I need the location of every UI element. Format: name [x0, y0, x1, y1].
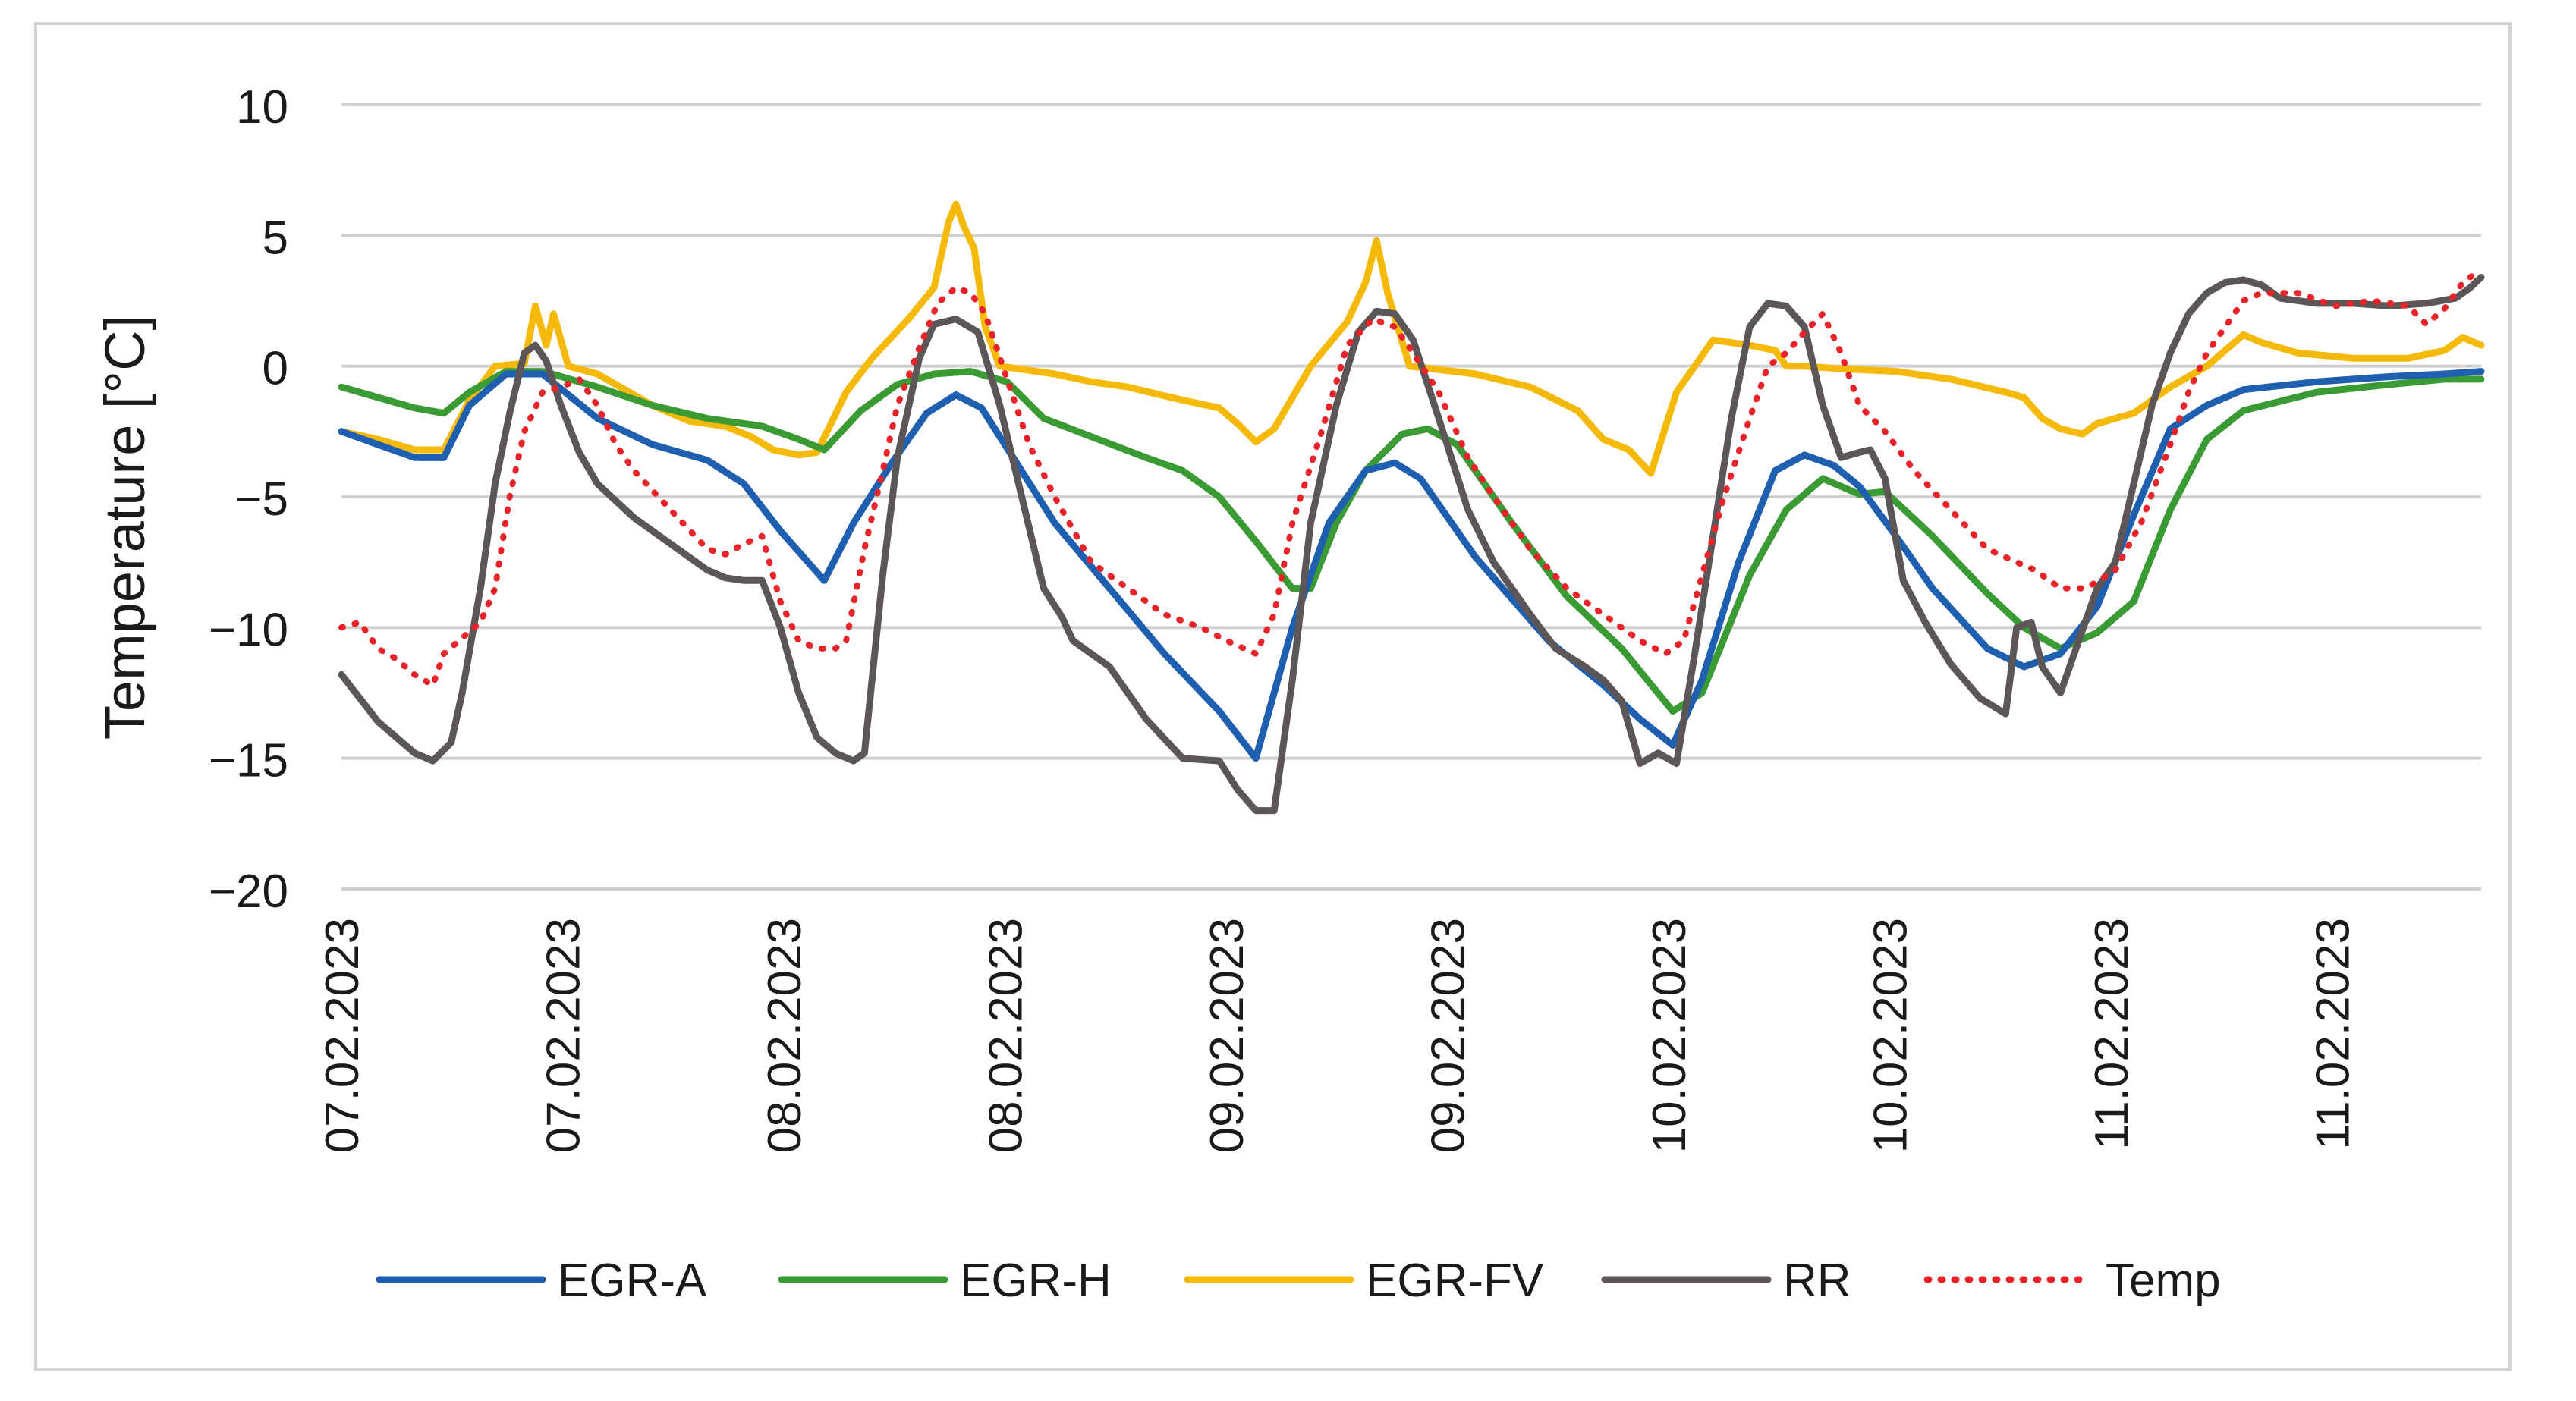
y-tick-label: −15 — [209, 735, 288, 787]
x-tick: 07.02.2023 — [316, 918, 369, 1153]
y-tick-label: 10 — [236, 81, 288, 134]
x-axis-ticks: 07.02.2023 07.02.2023 08.02.2023 08.02.2023… — [316, 918, 2360, 1153]
x-tick: 10.02.2023 — [1865, 918, 1917, 1153]
series-line-temp — [338, 266, 2484, 689]
x-tick-label: 11.02.2023 — [2086, 918, 2138, 1150]
x-tick-label: 08.02.2023 — [980, 918, 1033, 1153]
legend: EGR-A EGR-H EGR-FV RR Temp — [376, 1255, 2221, 1307]
y-tick-label: 0 — [263, 343, 288, 395]
x-tick-label: 07.02.2023 — [316, 918, 369, 1153]
gridlines — [341, 103, 2481, 891]
legend-label-rr: RR — [1783, 1255, 1851, 1307]
x-tick-label: 07.02.2023 — [538, 918, 590, 1153]
legend-label-egr-h: EGR-H — [960, 1255, 1112, 1307]
x-tick-label: 09.02.2023 — [1201, 918, 1253, 1153]
x-tick: 09.02.2023 — [1201, 918, 1253, 1153]
series-line-rr — [338, 274, 2485, 815]
x-tick: 09.02.2023 — [1423, 918, 1475, 1153]
y-axis-label: Temperature [°C] — [93, 315, 156, 740]
series-line-egr-a — [338, 368, 2485, 762]
y-axis-ticks: 10 5 0 −5 −10 −15 −20 — [209, 81, 288, 918]
x-tick: 11.02.2023 — [2307, 918, 2360, 1150]
x-tick-label: 10.02.2023 — [1643, 918, 1696, 1153]
x-tick-label: 10.02.2023 — [1865, 918, 1917, 1153]
y-tick-label: −5 — [234, 473, 288, 526]
x-tick: 08.02.2023 — [980, 918, 1033, 1153]
x-tick: 07.02.2023 — [538, 918, 590, 1153]
x-tick: 11.02.2023 — [2086, 918, 2138, 1150]
x-tick-label: 08.02.2023 — [759, 918, 811, 1153]
legend-label-egr-a: EGR-A — [558, 1255, 707, 1307]
legend-label-egr-fv: EGR-FV — [1366, 1255, 1544, 1307]
x-tick-label: 11.02.2023 — [2307, 918, 2360, 1150]
legend-label-temp: Temp — [2106, 1255, 2221, 1307]
x-tick: 08.02.2023 — [759, 918, 811, 1153]
x-tick-label: 09.02.2023 — [1423, 918, 1475, 1153]
series-lines — [338, 200, 2485, 815]
y-tick-label: −20 — [209, 865, 288, 918]
x-tick: 10.02.2023 — [1643, 918, 1696, 1153]
y-tick-label: 5 — [263, 212, 288, 264]
y-tick-label: −10 — [209, 604, 288, 656]
